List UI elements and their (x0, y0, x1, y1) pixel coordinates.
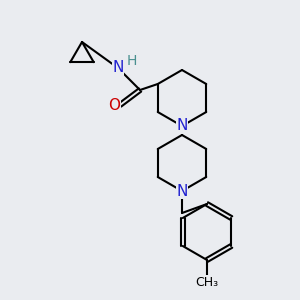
Text: N: N (176, 118, 188, 134)
Text: N: N (112, 61, 124, 76)
Text: O: O (108, 98, 120, 112)
Text: CH₃: CH₃ (195, 275, 219, 289)
Text: N: N (176, 184, 188, 199)
Text: H: H (127, 54, 137, 68)
